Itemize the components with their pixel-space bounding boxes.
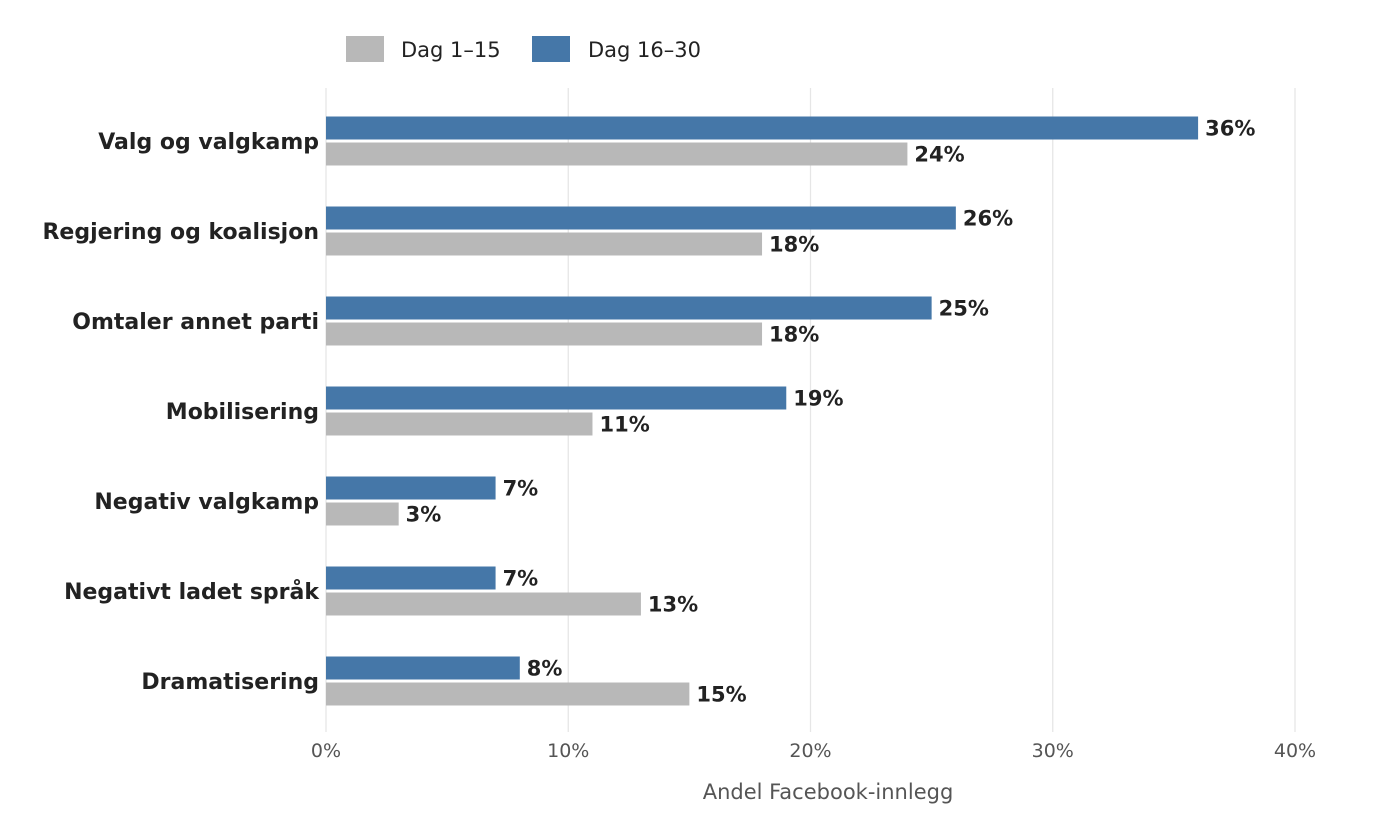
value-label-mobilisering-dag-1-15: 11% bbox=[599, 413, 649, 437]
value-label-dramatisering-dag-16-30: 8% bbox=[527, 657, 563, 681]
legend-swatch-dag-16-30 bbox=[532, 36, 570, 62]
bar-valg-og-valgkamp-dag-16-30 bbox=[326, 116, 1199, 140]
value-label-valg-og-valgkamp-dag-16-30: 36% bbox=[1205, 117, 1255, 141]
x-axis-ticks: 0% 10% 20% 30% 40% bbox=[311, 740, 1316, 762]
bar-negativ-valgkamp-dag-1-15 bbox=[326, 502, 399, 526]
bar-regjering-og-koalisjon-dag-16-30 bbox=[326, 206, 956, 230]
category-label-valg-og-valgkamp: Valg og valgkamp bbox=[98, 130, 319, 155]
value-label-omtaler-annet-parti-dag-16-30: 25% bbox=[939, 297, 989, 321]
value-label-dramatisering-dag-1-15: 15% bbox=[696, 683, 746, 707]
category-label-dramatisering: Dramatisering bbox=[141, 670, 319, 695]
bar-negativt-ladet-sprak-dag-1-15 bbox=[326, 592, 641, 616]
x-tick-label-30: 30% bbox=[1032, 740, 1074, 762]
x-tick-label-40: 40% bbox=[1274, 740, 1316, 762]
value-label-negativt-ladet-sprak-dag-16-30: 7% bbox=[503, 567, 539, 591]
value-label-regjering-og-koalisjon-dag-16-30: 26% bbox=[963, 207, 1013, 231]
x-tick-label-0: 0% bbox=[311, 740, 341, 762]
value-label-regjering-og-koalisjon-dag-1-15: 18% bbox=[769, 233, 819, 257]
value-label-valg-og-valgkamp-dag-1-15: 24% bbox=[914, 143, 964, 167]
bar-mobilisering-dag-1-15 bbox=[326, 412, 593, 436]
gridlines bbox=[325, 88, 1296, 732]
x-tick-label-20: 20% bbox=[789, 740, 831, 762]
bar-omtaler-annet-parti-dag-1-15 bbox=[326, 322, 763, 346]
x-tick-label-10: 10% bbox=[547, 740, 589, 762]
bar-negativ-valgkamp-dag-16-30 bbox=[326, 476, 496, 500]
value-label-negativt-ladet-sprak-dag-1-15: 13% bbox=[648, 593, 698, 617]
value-label-omtaler-annet-parti-dag-1-15: 18% bbox=[769, 323, 819, 347]
bar-dramatisering-dag-1-15 bbox=[326, 682, 690, 706]
legend-label-dag-1-15: Dag 1–15 bbox=[401, 38, 501, 62]
category-label-regjering-og-koalisjon: Regjering og koalisjon bbox=[42, 220, 319, 245]
category-labels: Valg og valgkamp Regjering og koalisjon Om… bbox=[42, 130, 320, 695]
bar-mobilisering-dag-16-30 bbox=[326, 386, 787, 410]
value-label-negativ-valgkamp-dag-1-15: 3% bbox=[406, 503, 442, 527]
legend-label-dag-16-30: Dag 16–30 bbox=[588, 38, 701, 62]
category-label-mobilisering: Mobilisering bbox=[166, 400, 319, 425]
value-label-mobilisering-dag-16-30: 19% bbox=[793, 387, 843, 411]
legend: Dag 1–15 Dag 16–30 bbox=[346, 36, 701, 62]
x-axis-title: Andel Facebook-innlegg bbox=[703, 780, 954, 804]
bar-dramatisering-dag-16-30 bbox=[326, 656, 520, 680]
category-label-negativt-ladet-sprak: Negativt ladet språk bbox=[64, 579, 320, 605]
bar-regjering-og-koalisjon-dag-1-15 bbox=[326, 232, 763, 256]
value-labels: 36% 24% 26% 18% 25% 18% 19% 11% 7% 3% 7% 13% 8% 15% bbox=[406, 117, 1256, 707]
bar-omtaler-annet-parti-dag-16-30 bbox=[326, 296, 932, 320]
category-label-omtaler-annet-parti: Omtaler annet parti bbox=[72, 310, 319, 335]
bar-negativt-ladet-sprak-dag-16-30 bbox=[326, 566, 496, 590]
bars bbox=[326, 116, 1199, 706]
legend-swatch-dag-1-15 bbox=[346, 36, 384, 62]
bar-valg-og-valgkamp-dag-1-15 bbox=[326, 142, 908, 166]
category-label-negativ-valgkamp: Negativ valgkamp bbox=[94, 490, 319, 515]
value-label-negativ-valgkamp-dag-16-30: 7% bbox=[503, 477, 539, 501]
